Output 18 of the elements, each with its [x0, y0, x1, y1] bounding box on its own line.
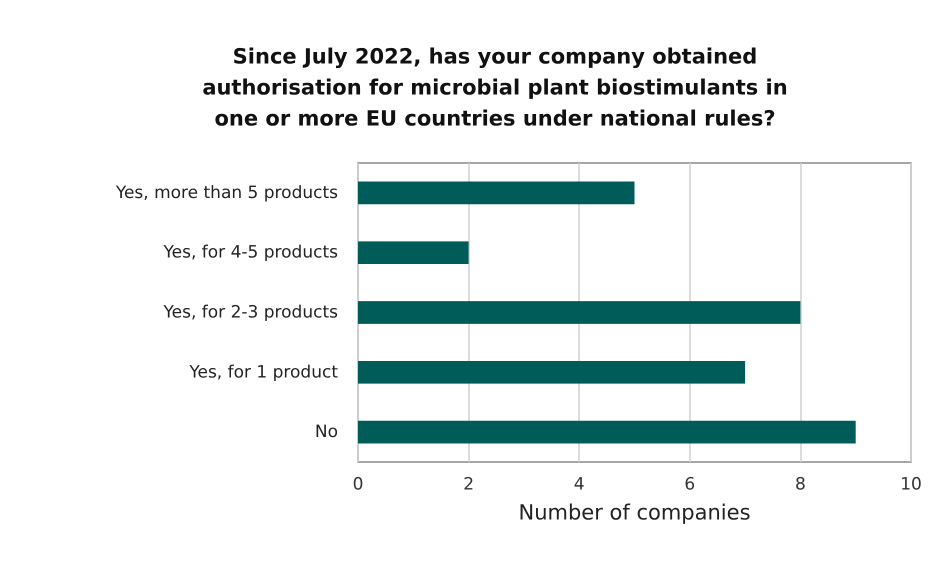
y-tick-label: Yes, for 1 product — [188, 362, 338, 382]
bar — [358, 360, 746, 384]
bar — [358, 420, 856, 444]
x-tick-label: 0 — [352, 474, 364, 494]
x-tick-label: 2 — [463, 474, 474, 494]
x-tick-label: 10 — [900, 474, 922, 494]
chart-title: Since July 2022, has your company obtained authorisation for microbial plant biostimulants in one or more EU countries under national rules? — [202, 44, 788, 130]
bar — [358, 241, 469, 264]
x-tick-label: 4 — [574, 474, 585, 494]
x-tick-label: 8 — [794, 474, 806, 494]
x-tick-label: 6 — [684, 474, 696, 494]
bar — [358, 182, 634, 204]
bar — [358, 301, 800, 324]
x-axis-title: Number of companies — [518, 500, 751, 524]
y-tick-label: Yes, for 4-5 products — [162, 242, 338, 263]
y-tick-label: Yes, for 2-3 products — [162, 302, 338, 322]
y-tick-label: Yes, more than 5 products — [114, 182, 338, 203]
y-tick-label: No — [314, 422, 338, 442]
